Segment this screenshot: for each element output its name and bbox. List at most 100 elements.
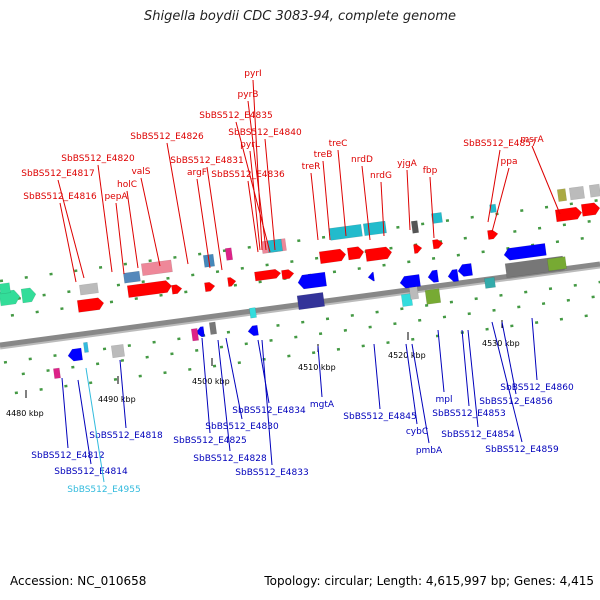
gene-label-reverse: mgtA (310, 400, 335, 410)
gene-label-forward: pyrI (244, 69, 261, 79)
gene-feature (190, 328, 200, 342)
gene-feature (281, 269, 295, 280)
leader-line (411, 343, 430, 444)
gene-feature (79, 282, 99, 296)
gene-feature (580, 202, 600, 217)
gene-label-forward: SbBS512_E4816 (23, 192, 97, 202)
leader-line (406, 169, 411, 231)
gene-label-forward: argF (187, 168, 207, 178)
gene-label-reverse: SbBS512_E4825 (173, 436, 246, 446)
leader-line (429, 176, 435, 239)
gene-feature (503, 243, 547, 261)
leader-line (166, 142, 189, 265)
leader-line (487, 149, 501, 223)
gene-feature (447, 268, 459, 283)
leader-line (97, 164, 113, 273)
gene-label-forward: SbBS512_E4836 (211, 170, 285, 180)
gene-label-forward: nrdD (351, 155, 373, 165)
leader-line (57, 179, 85, 279)
gene-label-forward: SbBS512_E4835 (199, 111, 272, 121)
gene-feature (413, 243, 423, 254)
gene-feature (427, 269, 439, 283)
tick-label: 4530 kbp (482, 339, 520, 348)
gene-label-reverse: SbBS512_E4853 (432, 409, 505, 419)
gene-label-forward: ppa (501, 157, 518, 167)
leader-line (373, 343, 381, 410)
gene-feature (249, 307, 257, 319)
accession-text: Accession: NC_010658 (10, 574, 147, 588)
leader-line (249, 150, 261, 251)
gene-feature (247, 324, 259, 337)
leader-line (437, 329, 445, 393)
leader-line (405, 343, 418, 425)
leader-line (140, 177, 161, 267)
gene-feature (254, 269, 282, 282)
tick-label: 4490 kbp (98, 395, 136, 404)
gene-feature (457, 263, 473, 277)
leader-line (206, 166, 223, 271)
gene-feature (20, 287, 37, 304)
gene-label-forward: valS (131, 167, 150, 177)
gene-label-forward: treB (314, 150, 333, 160)
leader-line (257, 339, 270, 404)
leader-line (225, 337, 243, 420)
gene-feature (297, 271, 327, 290)
leader-line (461, 329, 470, 407)
gene-label-forward: treC (329, 139, 348, 149)
gene-feature (399, 274, 421, 289)
gene-label-reverse: mpl (436, 395, 453, 405)
gene-feature (227, 277, 237, 287)
leader-line (85, 367, 105, 483)
gene-label-pseudo: SbBS512_E4955 (67, 485, 140, 495)
gene-label-forward: nrdG (370, 171, 392, 181)
gene-label-forward: SbBS512_E4817 (21, 169, 94, 179)
leader-line (115, 202, 125, 275)
gene-feature (318, 248, 347, 265)
leader-line (264, 138, 276, 251)
leader-line (322, 160, 331, 241)
gene-feature (364, 246, 393, 262)
gene-feature (296, 292, 325, 310)
gene-feature (487, 229, 499, 240)
gene-feature (140, 259, 173, 277)
gene-label-reverse: SbBS512_E4833 (235, 468, 308, 478)
guide-line (0, 198, 600, 283)
gene-feature (400, 293, 413, 307)
genome-stats-text: Topology: circular; Length: 4,615,997 bp… (264, 574, 594, 588)
gene-label-reverse: SbBS512_E4812 (31, 451, 104, 461)
leader-line (119, 359, 127, 429)
leader-line (196, 178, 211, 269)
gene-label-reverse: SbBS512_E4834 (232, 406, 306, 416)
gene-label-forward: pyrL (240, 140, 260, 150)
gene-label-reverse: SbBS512_E4860 (500, 383, 574, 393)
gene-feature (556, 188, 568, 202)
gene-label-forward: SbBS512_E4831 (170, 156, 243, 166)
leader-line (247, 180, 259, 253)
gene-feature (0, 289, 21, 307)
leader-line (310, 172, 319, 241)
gene-feature (568, 185, 585, 201)
gene-label-forward: fbp (423, 166, 438, 176)
gene-label-reverse: cybC (406, 427, 428, 437)
gene-feature (110, 344, 125, 359)
leader-line (59, 202, 77, 283)
gene-label-reverse: SbBS512_E4856 (479, 397, 553, 407)
gene-feature (0, 282, 11, 295)
gene-feature (346, 246, 365, 261)
gene-label-reverse: SbBS512_E4814 (54, 467, 128, 477)
gene-label-reverse: SbBS512_E4830 (205, 422, 279, 432)
tick-label: 4480 kbp (6, 409, 44, 418)
leader-line (501, 321, 517, 395)
gene-feature (224, 247, 234, 261)
gene-label-forward: yjgA (397, 159, 418, 169)
gene-label-forward: treR (302, 162, 321, 172)
gene-label-forward: SbBS512_E4820 (61, 154, 135, 164)
gene-feature (126, 280, 172, 298)
tick-label: 4510 kbp (298, 363, 336, 372)
gene-label-reverse: SbBS512_E4845 (343, 412, 416, 422)
leader-line (217, 339, 231, 452)
leader-line (531, 317, 538, 381)
genome-title: Shigella boydii CDC 3083-94, complete ge… (143, 9, 457, 24)
gene-label-forward: holC (117, 180, 137, 190)
leader-line (235, 121, 271, 253)
